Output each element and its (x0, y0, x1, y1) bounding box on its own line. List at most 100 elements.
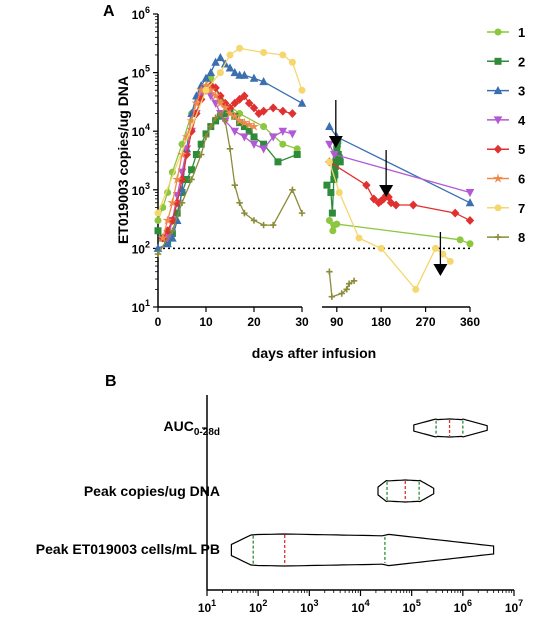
panel-b-label: B (105, 373, 117, 390)
data-point (274, 158, 282, 166)
data-point (240, 70, 249, 79)
data-point (330, 151, 339, 160)
data-point (298, 209, 306, 217)
data-point (154, 227, 162, 235)
series-line (328, 220, 471, 245)
data-point (198, 151, 205, 158)
x-tick-label: 360 (460, 315, 480, 329)
data-point (240, 91, 249, 101)
data-point (230, 127, 240, 136)
data-point (154, 250, 162, 258)
data-point (494, 233, 502, 241)
data-point (259, 145, 268, 154)
data-point (215, 98, 226, 108)
legend-item-3: 3 (487, 84, 525, 99)
y-tick-label: 103 (132, 181, 150, 198)
data-point (326, 268, 333, 275)
data-point (439, 250, 447, 258)
data-point (249, 73, 259, 82)
data-point (207, 123, 214, 130)
data-point (216, 52, 225, 62)
data-point (329, 227, 337, 235)
x-tick-label: 20 (247, 315, 261, 329)
data-point (244, 120, 255, 129)
data-point (236, 199, 243, 206)
data-point (226, 145, 234, 153)
data-point (391, 200, 401, 210)
legend-label: 8 (518, 230, 525, 245)
x-tick-label: 105 (402, 598, 420, 615)
data-point (350, 277, 358, 284)
x-tick-label: 0 (155, 315, 162, 329)
violin-outline (230, 533, 495, 567)
data-point (210, 91, 221, 101)
data-point (230, 98, 240, 108)
data-point (466, 240, 474, 248)
y-tick-label: 105 (132, 64, 150, 81)
data-point (178, 199, 186, 206)
violin-0 (413, 418, 488, 438)
y-tick-label: 104 (132, 122, 150, 139)
legend-label: 2 (518, 54, 525, 69)
data-point (231, 181, 238, 189)
data-point (297, 98, 307, 107)
legend-label: 3 (518, 84, 525, 99)
data-point (492, 173, 504, 183)
data-point (154, 209, 162, 217)
data-point (431, 244, 439, 252)
series-4 (163, 86, 475, 243)
data-point (328, 293, 336, 300)
data-point (377, 244, 385, 252)
data-point (270, 221, 277, 229)
data-point (333, 220, 341, 228)
violin-2 (230, 533, 495, 567)
data-point (167, 197, 178, 208)
data-point (234, 115, 245, 126)
data-point (345, 280, 353, 287)
data-point (235, 94, 244, 104)
legend-item-1: 1 (487, 25, 525, 40)
data-point (222, 117, 229, 125)
data-point (259, 77, 268, 86)
data-point (169, 227, 176, 234)
data-point (289, 186, 296, 193)
data-point (225, 63, 235, 72)
data-point (248, 121, 260, 131)
data-point (268, 133, 278, 142)
panel-a-series (153, 44, 475, 300)
category-auc-label: AUC0-28d (164, 418, 220, 438)
data-point (172, 174, 183, 184)
data-point (216, 69, 224, 77)
data-point (268, 103, 278, 113)
data-point (465, 216, 475, 225)
data-point (362, 180, 371, 190)
series-8 (154, 110, 358, 300)
data-point (494, 57, 502, 65)
arrow-icon (433, 264, 448, 276)
data-point (327, 188, 335, 196)
data-point (369, 194, 379, 204)
panel-a-label: A (103, 3, 115, 20)
data-point (168, 233, 177, 242)
data-point (293, 151, 301, 159)
data-point (163, 239, 172, 248)
data-point (493, 116, 503, 125)
data-point (240, 133, 249, 142)
category-peak-copies-label: Peak copies/ug DNA (84, 483, 220, 499)
data-point (206, 67, 216, 77)
data-point (260, 49, 268, 57)
data-point (212, 114, 219, 121)
panel-a-legend: 1 2 3 4 5 6 7 8 (487, 25, 526, 245)
data-point (298, 86, 306, 94)
data-point (288, 109, 297, 118)
violin-outline (413, 418, 488, 438)
data-point (211, 57, 220, 66)
data-point (465, 198, 475, 207)
legend-item-4: 4 (487, 113, 526, 128)
legend-label: 6 (518, 172, 525, 187)
data-point (412, 285, 420, 293)
data-point (338, 290, 345, 297)
panel-a-x-axis-label: days after infusion (252, 345, 376, 361)
series-7 (154, 44, 454, 293)
data-point (493, 144, 503, 154)
